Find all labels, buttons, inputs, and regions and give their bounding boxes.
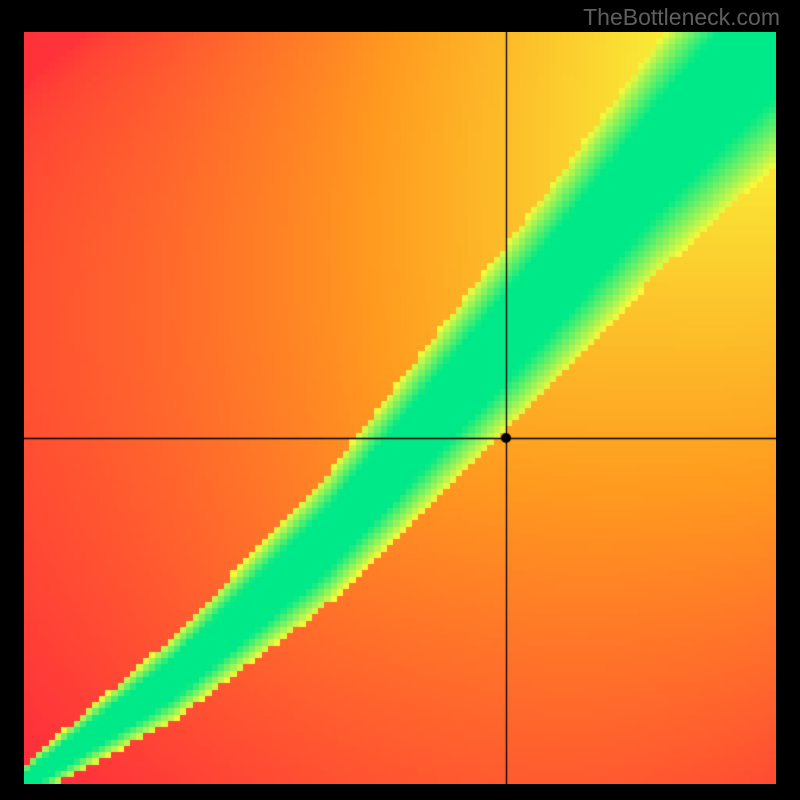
crosshair-overlay	[24, 32, 776, 784]
watermark-text: TheBottleneck.com	[583, 4, 780, 31]
chart-container: { "canvas": { "width": 800, "height": 80…	[0, 0, 800, 800]
